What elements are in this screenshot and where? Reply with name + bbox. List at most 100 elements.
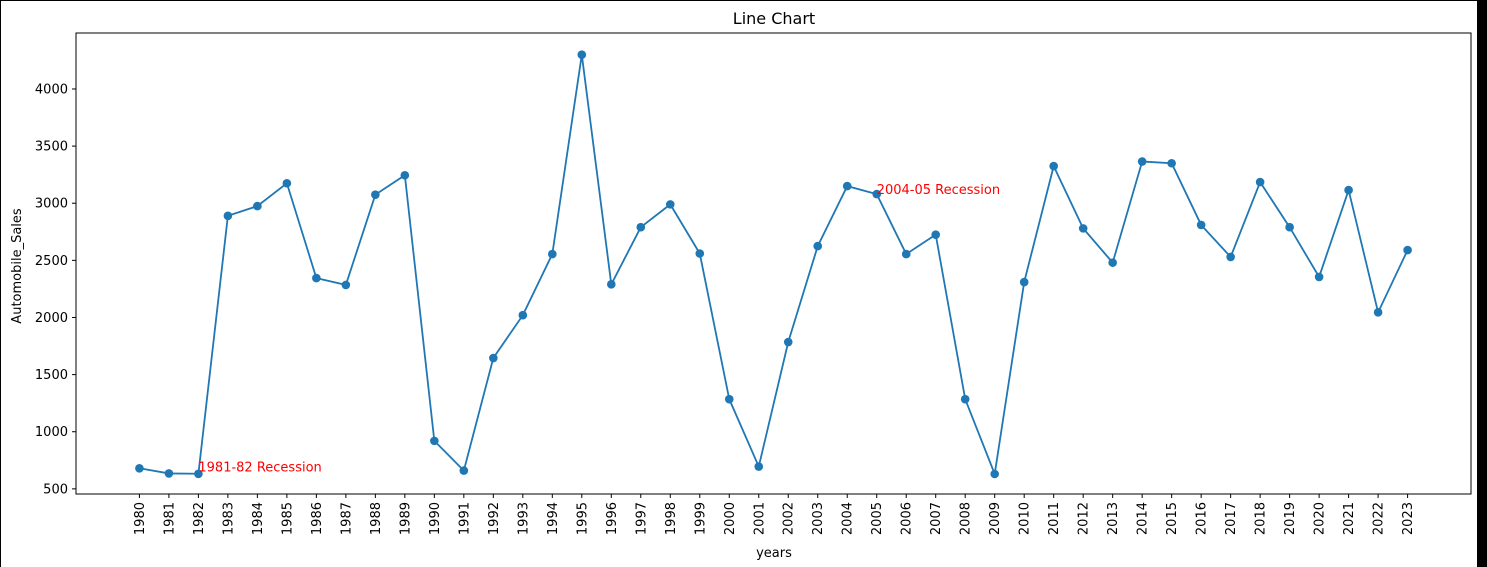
x-tick-label: 2015 <box>1165 502 1180 535</box>
annotation-text: 2004-05 Recession <box>877 183 1000 198</box>
data-point <box>194 469 203 479</box>
data-point <box>164 469 174 478</box>
x-tick-label: 2023 <box>1401 502 1416 535</box>
x-tick-label: 2017 <box>1224 502 1239 535</box>
x-tick-label: 2021 <box>1342 502 1357 535</box>
data-point <box>371 190 380 199</box>
plot-border <box>75 32 1472 495</box>
x-tick-label: 1980 <box>133 502 148 535</box>
y-tick-label: 3500 <box>35 140 68 155</box>
y-axis-label: Automobile_Sales <box>10 208 25 324</box>
x-tick-label: 2018 <box>1254 502 1269 535</box>
data-point <box>1285 222 1294 232</box>
x-tick-label: 1983 <box>221 502 236 535</box>
x-tick-label: 1997 <box>634 502 649 535</box>
x-tick-label: 1982 <box>192 502 207 535</box>
data-point <box>341 280 351 290</box>
data-point <box>282 178 292 188</box>
window-edge <box>1477 0 1487 567</box>
x-tick-label: 2000 <box>723 502 738 535</box>
x-tick-label: 2016 <box>1195 502 1210 535</box>
data-point <box>1167 158 1176 168</box>
data-point <box>783 337 793 347</box>
x-tick-label: 1994 <box>546 502 561 535</box>
data-point <box>960 394 970 404</box>
x-tick-label: 1999 <box>693 502 708 535</box>
x-tick-label: 2010 <box>1018 502 1033 535</box>
x-tick-label: 2002 <box>782 502 797 535</box>
x-tick-label: 1998 <box>664 502 679 535</box>
x-tick-label: 2012 <box>1077 502 1092 535</box>
y-tick-label: 2000 <box>35 311 68 326</box>
data-point <box>223 211 233 221</box>
data-point <box>430 436 439 446</box>
data-point <box>400 170 410 180</box>
y-tick-label: 1000 <box>35 425 68 440</box>
data-point <box>1255 177 1265 187</box>
data-point <box>1373 308 1383 317</box>
x-tick-label: 2007 <box>929 502 944 535</box>
data-point <box>1314 272 1324 282</box>
data-point <box>518 310 528 320</box>
x-tick-label: 1993 <box>516 502 531 535</box>
data-point <box>548 249 557 259</box>
x-tick-label: 2020 <box>1313 502 1328 535</box>
data-point <box>754 462 764 471</box>
plot-area <box>75 32 1472 495</box>
annotations: 1981-82 Recession 2004-05 Recession <box>198 183 1000 476</box>
data-point <box>489 353 498 363</box>
data-point <box>901 249 911 259</box>
data-point <box>1078 224 1088 233</box>
x-axis-label: years <box>756 546 792 561</box>
data-point <box>665 200 675 209</box>
series-group <box>135 50 1412 479</box>
x-tick-label: 2004 <box>841 502 856 535</box>
data-point <box>135 463 144 473</box>
x-tick-label: 2022 <box>1372 502 1387 535</box>
x-tick-label: 2005 <box>870 502 885 535</box>
x-tick-label: 2009 <box>988 502 1003 535</box>
x-tick-label: 2003 <box>811 502 826 535</box>
data-point <box>695 249 705 258</box>
data-point <box>1196 220 1206 230</box>
data-point <box>253 201 262 211</box>
data-point <box>1403 245 1412 255</box>
x-tick-label: 1981 <box>162 502 177 535</box>
data-point <box>1344 185 1353 195</box>
x-tick-label: 2001 <box>752 502 767 535</box>
data-point <box>1226 252 1235 262</box>
series-line <box>139 54 1409 478</box>
data-point <box>872 189 882 199</box>
chart-title: Line Chart <box>733 9 815 28</box>
x-tick-label: 1985 <box>280 502 295 535</box>
x-tick-label: 2011 <box>1047 502 1062 535</box>
x-tick-label: 2019 <box>1283 502 1298 535</box>
data-point <box>813 241 823 251</box>
data-point <box>1108 258 1117 267</box>
x-tick-label: 1989 <box>398 502 413 535</box>
data-point <box>1019 277 1029 287</box>
x-axis: 1980 1981 1982 1983 1984 1985 1986 1987 1988 1989… <box>133 494 1416 535</box>
y-tick-label: 500 <box>43 482 68 497</box>
data-point <box>990 469 999 479</box>
data-point <box>636 222 646 232</box>
data-point <box>312 273 321 283</box>
data-point <box>724 394 734 404</box>
y-tick-label: 3000 <box>35 197 68 212</box>
x-tick-label: 1984 <box>251 502 266 535</box>
x-tick-label: 1992 <box>487 502 502 535</box>
data-point <box>1137 157 1147 166</box>
x-tick-label: 1990 <box>428 502 443 535</box>
data-point <box>842 181 852 191</box>
x-tick-label: 1995 <box>575 502 590 535</box>
data-point <box>931 230 941 239</box>
data-point <box>606 280 616 289</box>
x-tick-label: 2008 <box>959 502 974 535</box>
data-point <box>1049 161 1058 171</box>
y-tick-label: 2500 <box>35 254 68 269</box>
y-tick-label: 4000 <box>35 82 68 97</box>
x-tick-label: 1987 <box>339 502 354 535</box>
x-tick-label: 1991 <box>457 502 472 535</box>
